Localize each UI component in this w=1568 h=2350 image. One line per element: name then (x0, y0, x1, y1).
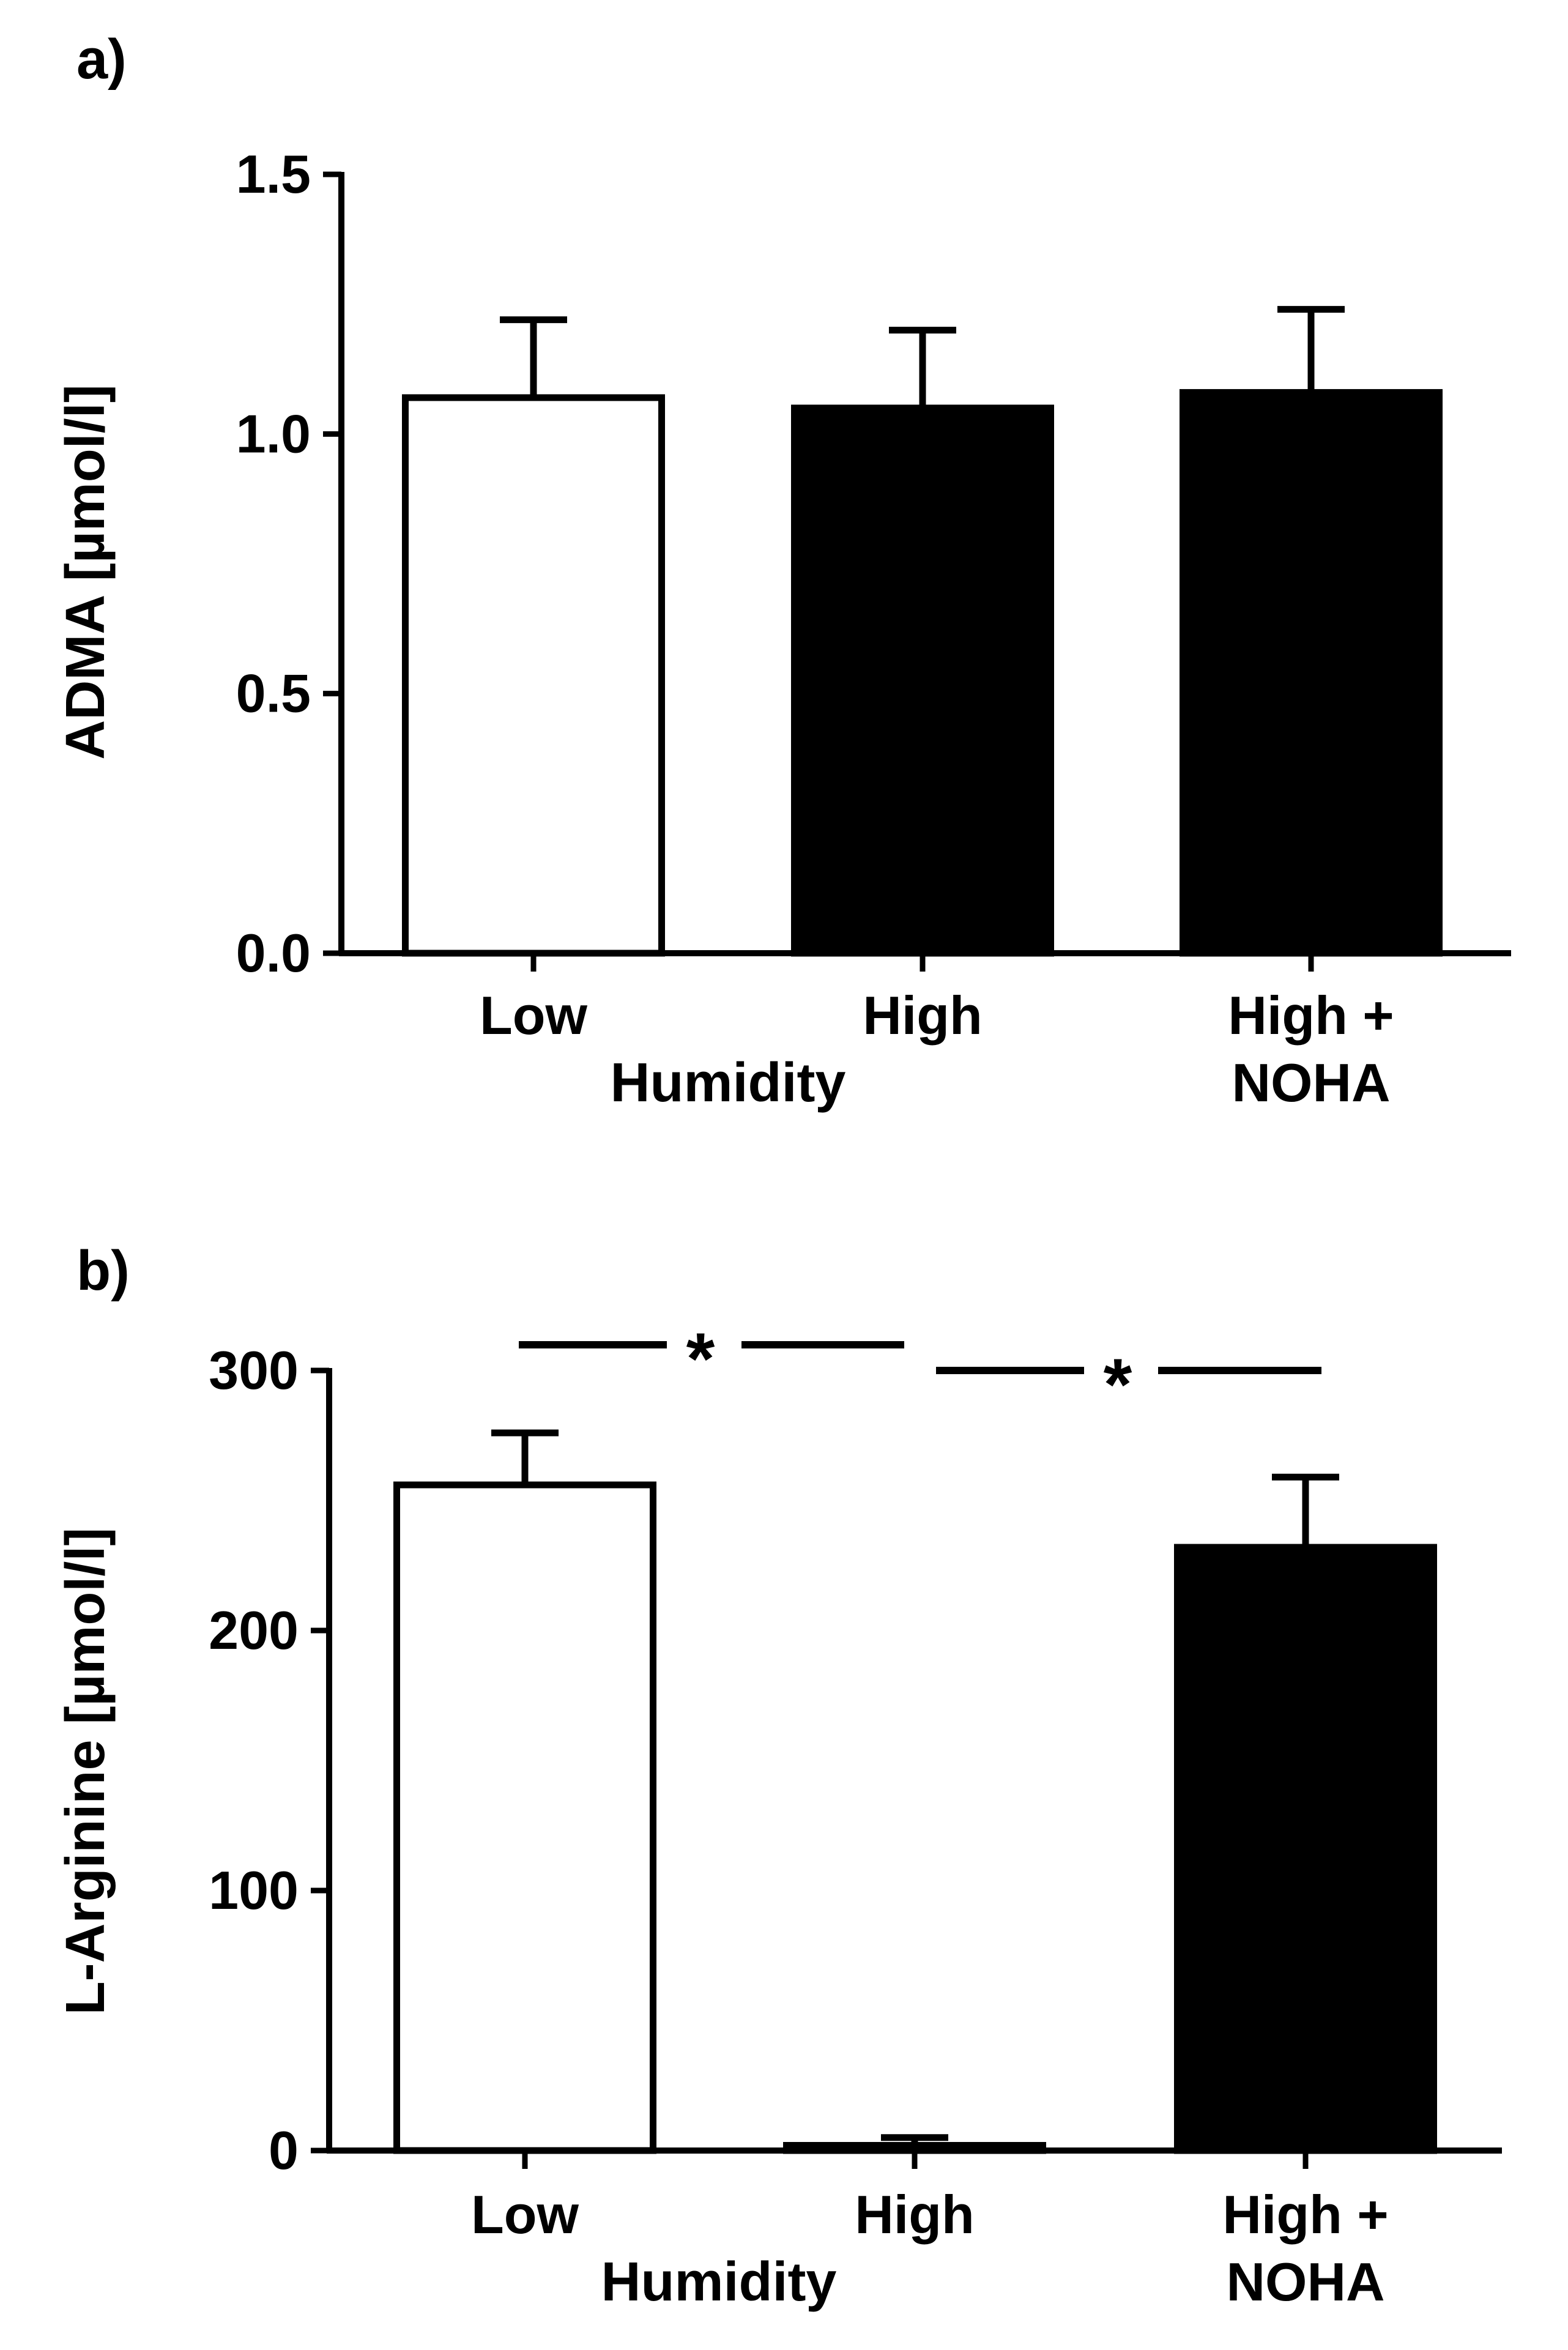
panel-a-bar-2 (1180, 389, 1443, 957)
panel-a-y-tick-label-2: 1.0 (236, 403, 311, 464)
panel-b-category-label-0-0: Low (471, 2184, 579, 2245)
panel-b-bar-0 (393, 1481, 656, 2154)
panel-a-category-label-2-1: NOHA (1232, 1052, 1390, 1113)
panel-b-l-arginine-chart: b) L-Arginine [µmol/l] Humidity Low High H… (55, 1240, 1502, 2313)
panel-a-y-tick-label-1: 0.5 (236, 663, 311, 724)
panel-b-y-tick-label-2: 200 (209, 1600, 299, 1660)
panel-a-y-tick-label-3: 1.5 (236, 144, 311, 204)
panel-a-label: a) (76, 28, 127, 91)
panel-a-bar-1 (791, 404, 1054, 957)
panel-a-category-label-1-0: High (863, 985, 983, 1046)
panel-a-y-tick-label-0: 0.0 (236, 923, 311, 983)
panel-a-x-axis-title: Humidity (610, 1052, 845, 1114)
panel-b-bar-2 (1174, 1544, 1437, 2154)
panel-b-category-label-2-1: NOHA (1226, 2251, 1384, 2312)
panel-b-y-tick-label-1: 100 (209, 1860, 299, 1921)
panel-a-category-label-2-0: High + (1228, 985, 1394, 1046)
panel-b-category-label-2-0: High + (1222, 2184, 1388, 2245)
panel-b-significance-star-0: * (686, 1318, 715, 1400)
panel-b-y-tick-label-0: 0 (269, 2120, 299, 2181)
panel-a-bar-0 (402, 394, 665, 957)
panel-b-y-axis-title: L-Arginine [µmol/l] (55, 1528, 116, 2015)
panel-b-significance-star-1: * (1104, 1344, 1132, 1426)
panel-b-label: b) (76, 1240, 130, 1302)
panel-b-x-axis-title: Humidity (601, 2251, 836, 2313)
panel-a-y-axis-title: ADMA [µmol/l] (55, 384, 116, 759)
panel-a-category-label-0-0: Low (480, 985, 588, 1046)
panel-b-y-tick-label-3: 300 (209, 1340, 299, 1400)
panel-b-category-label-1-0: High (855, 2184, 975, 2245)
panel-a-adma-chart: a) ADMA [µmol/l] Humidity Low High High +N… (55, 28, 1511, 1114)
